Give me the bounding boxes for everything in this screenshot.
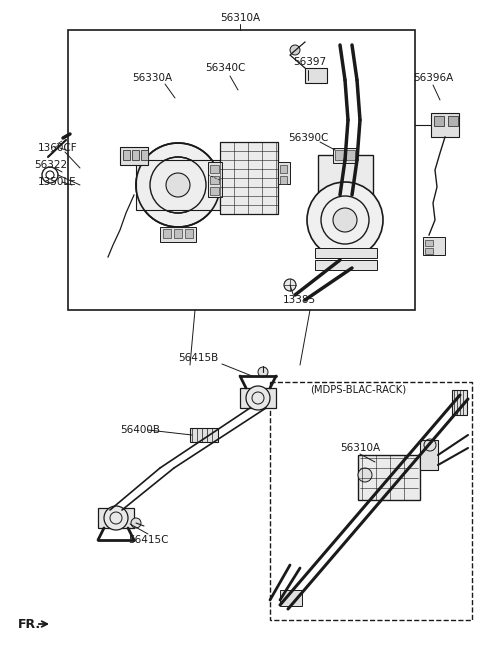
Bar bbox=[210, 165, 219, 173]
Bar bbox=[68, 30, 415, 310]
Bar bbox=[305, 68, 327, 83]
Text: 56397: 56397 bbox=[293, 57, 326, 67]
Text: 56340C: 56340C bbox=[205, 63, 245, 73]
Bar bbox=[420, 440, 438, 470]
Text: 56310A: 56310A bbox=[340, 443, 380, 453]
Bar bbox=[434, 116, 444, 126]
Bar bbox=[333, 148, 357, 163]
Bar bbox=[132, 150, 139, 160]
Text: 56400B: 56400B bbox=[120, 425, 160, 435]
Bar bbox=[220, 142, 278, 214]
Text: 56396A: 56396A bbox=[413, 73, 453, 83]
Circle shape bbox=[333, 208, 357, 232]
Circle shape bbox=[131, 518, 141, 528]
Bar bbox=[448, 116, 458, 126]
Text: 56310A: 56310A bbox=[220, 13, 260, 23]
Bar bbox=[240, 388, 276, 408]
Bar bbox=[174, 229, 182, 238]
Bar bbox=[452, 390, 467, 415]
Text: 13385: 13385 bbox=[282, 295, 315, 305]
Bar bbox=[423, 237, 445, 255]
Text: FR.: FR. bbox=[18, 617, 41, 630]
Text: (MDPS-BLAC-RACK): (MDPS-BLAC-RACK) bbox=[310, 385, 406, 395]
Bar bbox=[210, 176, 219, 184]
Bar bbox=[163, 229, 171, 238]
Text: 56330A: 56330A bbox=[132, 73, 172, 83]
Bar bbox=[123, 150, 130, 160]
Text: 1350LE: 1350LE bbox=[38, 177, 77, 187]
Text: 56390C: 56390C bbox=[288, 133, 328, 143]
Bar bbox=[210, 187, 219, 195]
Bar bbox=[280, 590, 302, 606]
Circle shape bbox=[290, 45, 300, 55]
Bar bbox=[208, 162, 222, 197]
Bar bbox=[346, 150, 355, 160]
Text: 56415C: 56415C bbox=[128, 535, 168, 545]
Bar bbox=[280, 165, 287, 173]
Circle shape bbox=[358, 468, 372, 482]
Bar bbox=[358, 455, 420, 500]
Bar bbox=[270, 382, 472, 620]
Bar bbox=[425, 240, 433, 246]
Circle shape bbox=[136, 143, 220, 227]
Text: 1360CF: 1360CF bbox=[38, 143, 78, 153]
Circle shape bbox=[307, 182, 383, 258]
Bar bbox=[335, 150, 344, 160]
Bar bbox=[315, 248, 377, 258]
Bar bbox=[190, 428, 218, 442]
Circle shape bbox=[166, 173, 190, 197]
Text: 56322: 56322 bbox=[34, 160, 67, 170]
Bar bbox=[425, 248, 433, 254]
Bar bbox=[141, 150, 148, 160]
Bar bbox=[278, 162, 290, 184]
Bar bbox=[120, 147, 148, 165]
Bar bbox=[431, 113, 459, 137]
Bar bbox=[98, 508, 134, 528]
Bar bbox=[315, 260, 377, 270]
Bar bbox=[280, 176, 287, 184]
Circle shape bbox=[104, 506, 128, 530]
Circle shape bbox=[284, 279, 296, 291]
Circle shape bbox=[258, 367, 268, 377]
Bar bbox=[160, 227, 196, 242]
Circle shape bbox=[246, 386, 270, 410]
Bar bbox=[185, 229, 193, 238]
Text: 56415B: 56415B bbox=[178, 353, 218, 363]
Bar bbox=[318, 155, 373, 225]
Bar bbox=[136, 160, 220, 210]
